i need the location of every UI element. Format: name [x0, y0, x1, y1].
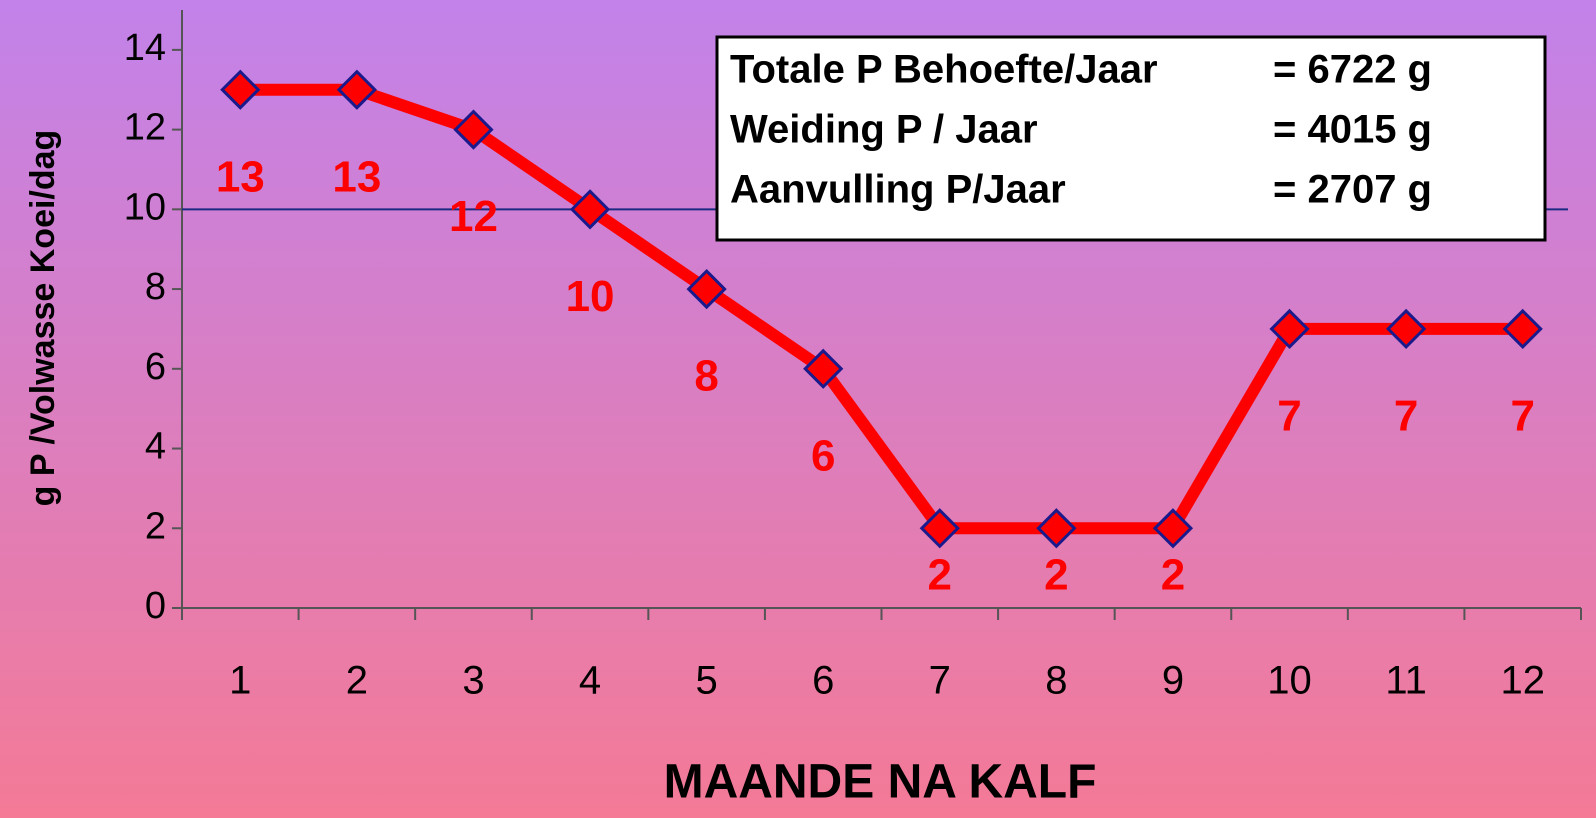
x-tick-label: 11 — [1385, 659, 1427, 703]
y-tick-label: 2 — [145, 505, 166, 547]
data-point — [220, 69, 261, 110]
y-tick-label: 0 — [145, 585, 166, 627]
data-point — [1036, 508, 1077, 549]
data-label: 2 — [1161, 551, 1185, 600]
data-point — [919, 508, 960, 549]
x-tick-label: 9 — [1162, 659, 1184, 703]
y-tick-label: 8 — [145, 266, 166, 308]
y-tick-label: 6 — [145, 346, 166, 388]
data-label: 13 — [216, 152, 265, 201]
x-tick-label: 7 — [929, 659, 951, 703]
data-point — [1502, 308, 1543, 350]
info-label: Aanvulling P/Jaar — [730, 168, 1066, 212]
data-point — [336, 69, 377, 110]
x-tick-label: 10 — [1267, 659, 1312, 703]
y-tick-label: 12 — [124, 107, 166, 149]
data-point — [1386, 308, 1427, 350]
info-value: = 4015 g — [1273, 108, 1432, 152]
data-label: 7 — [1510, 392, 1534, 441]
data-label: 7 — [1277, 392, 1301, 441]
info-value: = 6722 g — [1273, 48, 1432, 92]
data-label: 2 — [928, 551, 952, 600]
data-label: 7 — [1394, 392, 1418, 441]
data-point — [1152, 508, 1194, 549]
data-label: 13 — [332, 152, 381, 201]
y-tick-label: 14 — [124, 27, 166, 69]
y-tick-label: 10 — [124, 186, 166, 228]
x-axis-title: MAANDE NA KALF — [664, 756, 1097, 809]
data-label: 6 — [811, 431, 835, 480]
data-point — [1269, 308, 1310, 350]
data-point — [686, 268, 727, 310]
info-label: Weiding P / Jaar — [730, 108, 1038, 152]
x-tick-label: 5 — [696, 659, 718, 703]
x-tick-label: 3 — [462, 659, 484, 703]
data-label: 2 — [1044, 551, 1068, 600]
x-tick-label: 8 — [1045, 659, 1067, 703]
x-tick-label: 6 — [812, 659, 834, 703]
data-point — [453, 109, 494, 150]
info-box — [715, 35, 1547, 242]
x-tick-label: 12 — [1500, 659, 1545, 703]
data-point — [569, 189, 611, 230]
data-label: 8 — [694, 352, 718, 401]
x-tick-label: 1 — [229, 659, 251, 703]
y-tick-label: 4 — [145, 426, 166, 468]
x-tick-label: 2 — [346, 659, 368, 703]
info-label: Totale P Behoefte/Jaar — [730, 48, 1158, 92]
data-label: 12 — [449, 192, 498, 241]
info-value: = 2707 g — [1273, 168, 1432, 212]
data-label: 10 — [566, 272, 615, 321]
y-axis-title: g P /Volwasse Koei/dag — [24, 130, 62, 507]
x-tick-label: 4 — [579, 659, 601, 703]
data-point — [803, 348, 844, 389]
